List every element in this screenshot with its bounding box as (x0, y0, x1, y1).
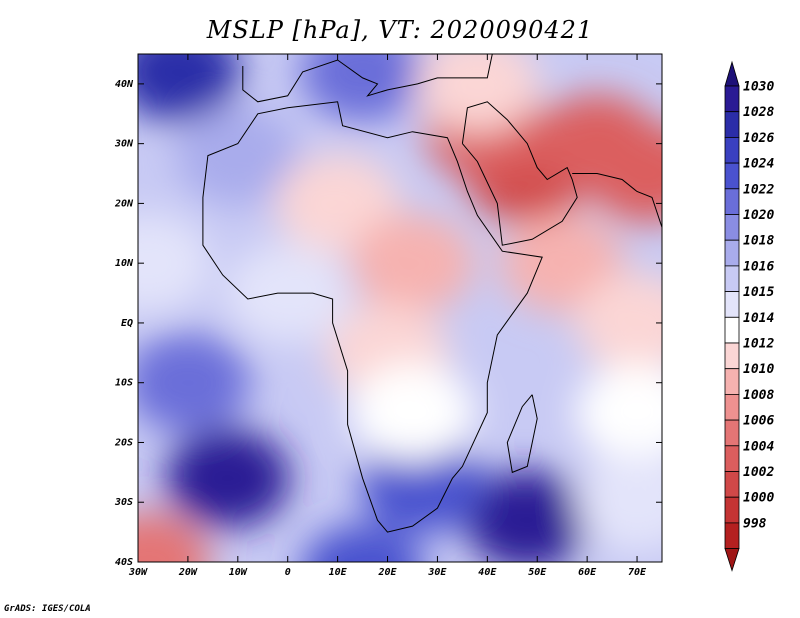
lon-tick-label: 60E (578, 567, 597, 578)
lon-tick-label: 50E (528, 567, 547, 578)
colorbar-swatch (724, 445, 740, 472)
colorbar-label: 1020 (743, 208, 774, 223)
colorbar-label: 1008 (743, 388, 774, 403)
pressure-center-18 (350, 213, 475, 313)
colorbar-swatch (724, 471, 740, 498)
lon-tick-label: 0 (285, 567, 291, 578)
colorbar-swatch (724, 368, 740, 395)
asia-coastline (572, 173, 662, 228)
pressure-center-1 (300, 54, 425, 122)
colorbar-swatch (724, 265, 740, 292)
pressure-center-2 (175, 106, 300, 206)
madagascar-coastline (506, 394, 538, 474)
pressure-center-12 (585, 123, 662, 224)
colorbar-label: 1030 (743, 80, 774, 95)
lat-tick-label: EQ (121, 318, 133, 329)
pressure-center-22 (138, 512, 210, 562)
colorbar-label: 1016 (743, 259, 774, 274)
colorbar-swatch (724, 136, 740, 164)
map-title: MSLP [hPa], VT: 2020090421 (206, 16, 594, 44)
pressure-center-8 (138, 333, 250, 433)
pressure-centers (138, 54, 662, 562)
arabia-coastline (461, 101, 578, 246)
europe-coastline (242, 54, 493, 103)
pressure-center-15 (575, 273, 662, 373)
pressure-center-16 (575, 363, 662, 463)
pressure-center-4 (465, 470, 590, 562)
pressure-center-0 (138, 54, 240, 122)
colorbar-label: 1012 (743, 337, 774, 352)
colorbar-swatch (724, 291, 740, 318)
colorbar-swatch (724, 111, 740, 138)
lat-tick-label: 30N (114, 139, 134, 150)
lon-tick-label: 40E (478, 567, 497, 578)
pressure-center-5 (302, 524, 423, 562)
pressure-center-3 (165, 428, 290, 528)
credit-text: GrADS: IGES/COLA (4, 604, 91, 614)
colorbar-swatch (724, 393, 740, 421)
colorbar-label: 1000 (743, 491, 774, 506)
lat-tick-label: 40N (115, 79, 134, 90)
lat-tick-label: 30S (114, 497, 133, 508)
lat-tick-label: 10S (115, 378, 133, 389)
lon-tick-label: 20W (178, 567, 198, 578)
africa-coastline (202, 101, 543, 533)
colorbar-swatch (724, 85, 740, 113)
pressure-center-20 (350, 362, 475, 463)
colorbar-label: 1022 (743, 182, 774, 197)
colorbar-swatch (724, 214, 740, 241)
colorbar-bottom-arrow (724, 548, 740, 572)
lat-tick-label: 10N (115, 258, 134, 269)
lat-tick-label: 20N (114, 198, 134, 209)
colorbar-swatch (724, 522, 740, 550)
pressure-center-13 (415, 54, 540, 134)
colorbar-label: 1014 (743, 311, 774, 326)
lon-tick-label: 70E (628, 567, 647, 578)
pressure-center-21 (575, 452, 662, 552)
colorbar: 1030 1028 1026 1024 1022 1020 1018 1016 1015 1014… (724, 60, 774, 572)
colorbar-label: 998 (743, 516, 767, 531)
colorbar-swatch (724, 342, 740, 370)
colorbar-label: 1004 (743, 439, 774, 454)
colorbar-label: 1026 (743, 131, 774, 146)
lat-tick-label: 40S (115, 557, 133, 568)
colorbar-label: 1010 (743, 362, 774, 377)
axis-ticks: 30W 20W 10W 0 10E 20E 30E 40E 50E 60E 70E 40N 30N 20N… (114, 54, 662, 578)
colorbar-top-arrow (724, 60, 740, 87)
colorbar-label: 1024 (743, 157, 774, 172)
lon-tick-label: 10W (229, 567, 248, 578)
lon-tick-label: 30W (128, 567, 148, 578)
lat-tick-label: 20S (114, 437, 133, 448)
pressure-field (138, 54, 662, 562)
colorbar-label: 1015 (743, 285, 774, 300)
colorbar-label: 1028 (743, 105, 774, 120)
lon-tick-label: 20E (377, 567, 397, 578)
lon-tick-label: 10E (329, 567, 348, 578)
colorbar-label: 1002 (743, 465, 774, 480)
colorbar-label: 1006 (743, 414, 774, 429)
colorbar-swatch (724, 162, 740, 190)
colorbar-swatch (724, 496, 740, 524)
colorbar-swatch (724, 188, 740, 215)
colorbar-swatch (724, 419, 740, 447)
pressure-center-6 (360, 434, 485, 534)
lon-tick-label: 30E (427, 567, 447, 578)
coastlines (202, 54, 662, 533)
colorbar-swatch (724, 239, 740, 267)
pressure-center-7 (138, 213, 210, 313)
colorbar-swatch (724, 316, 740, 344)
map-frame (137, 53, 663, 563)
colorbar-label: 1018 (743, 234, 774, 249)
